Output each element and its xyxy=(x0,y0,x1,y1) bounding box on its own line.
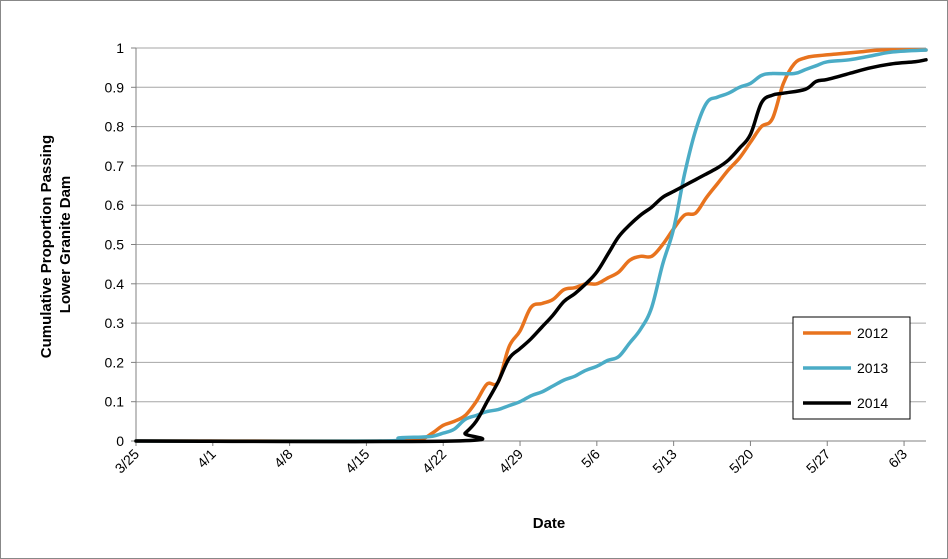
x-tick-label: 5/13 xyxy=(649,446,680,477)
y-axis-title-line2: Lower Granite Dam xyxy=(57,176,74,314)
y-tick-label: 0.9 xyxy=(105,79,125,95)
y-tick-label: 0.8 xyxy=(105,119,125,135)
y-tick-labels: 0 0.1 0.2 0.3 0.4 0.5 0.6 0.7 0.8 0.9 1 xyxy=(105,40,125,449)
y-tick-label: 0.3 xyxy=(105,315,125,331)
series-lines xyxy=(134,48,928,444)
x-tick-label: 5/6 xyxy=(578,446,603,471)
x-tick-label: 5/27 xyxy=(803,446,834,477)
x-tick-label: 4/1 xyxy=(194,446,219,471)
y-axis-title: Cumulative Proportion Passing Lower Gran… xyxy=(38,131,74,359)
x-tick-labels: 3/25 4/1 4/8 4/15 4/22 4/29 5/6 5/13 5/20 5/27 6/3 xyxy=(112,446,911,477)
x-tick-label: 3/25 xyxy=(112,446,143,477)
legend-label-2013: 2013 xyxy=(857,360,888,376)
x-tick-label: 5/20 xyxy=(726,446,757,477)
x-tick-label: 6/3 xyxy=(885,446,910,471)
grid-lines xyxy=(136,47,926,403)
legend-label-2014: 2014 xyxy=(857,395,888,411)
x-tick-label: 4/22 xyxy=(419,446,450,477)
y-tick-label: 0.7 xyxy=(105,158,125,174)
y-tick-label: 0.2 xyxy=(105,354,125,370)
x-tick-label: 4/15 xyxy=(342,446,373,477)
y-tick-label: 0.1 xyxy=(105,394,125,410)
legend-label-2012: 2012 xyxy=(857,325,888,341)
y-tick-label: 0 xyxy=(116,433,124,449)
y-axis-title-line1: Cumulative Proportion Passing xyxy=(38,135,55,358)
y-tick-label: 0.5 xyxy=(105,237,125,253)
x-tick-label: 4/29 xyxy=(496,446,527,477)
legend: 2012 2013 2014 xyxy=(792,316,911,420)
x-tick-label: 4/8 xyxy=(271,446,296,471)
y-tick-label: 1 xyxy=(116,40,124,56)
series-line-2013 xyxy=(134,48,928,444)
y-tick-label: 0.6 xyxy=(105,197,125,213)
y-tick-label: 0.4 xyxy=(105,276,125,292)
series-line-2014 xyxy=(134,58,928,444)
x-axis-title: Date xyxy=(533,515,566,532)
